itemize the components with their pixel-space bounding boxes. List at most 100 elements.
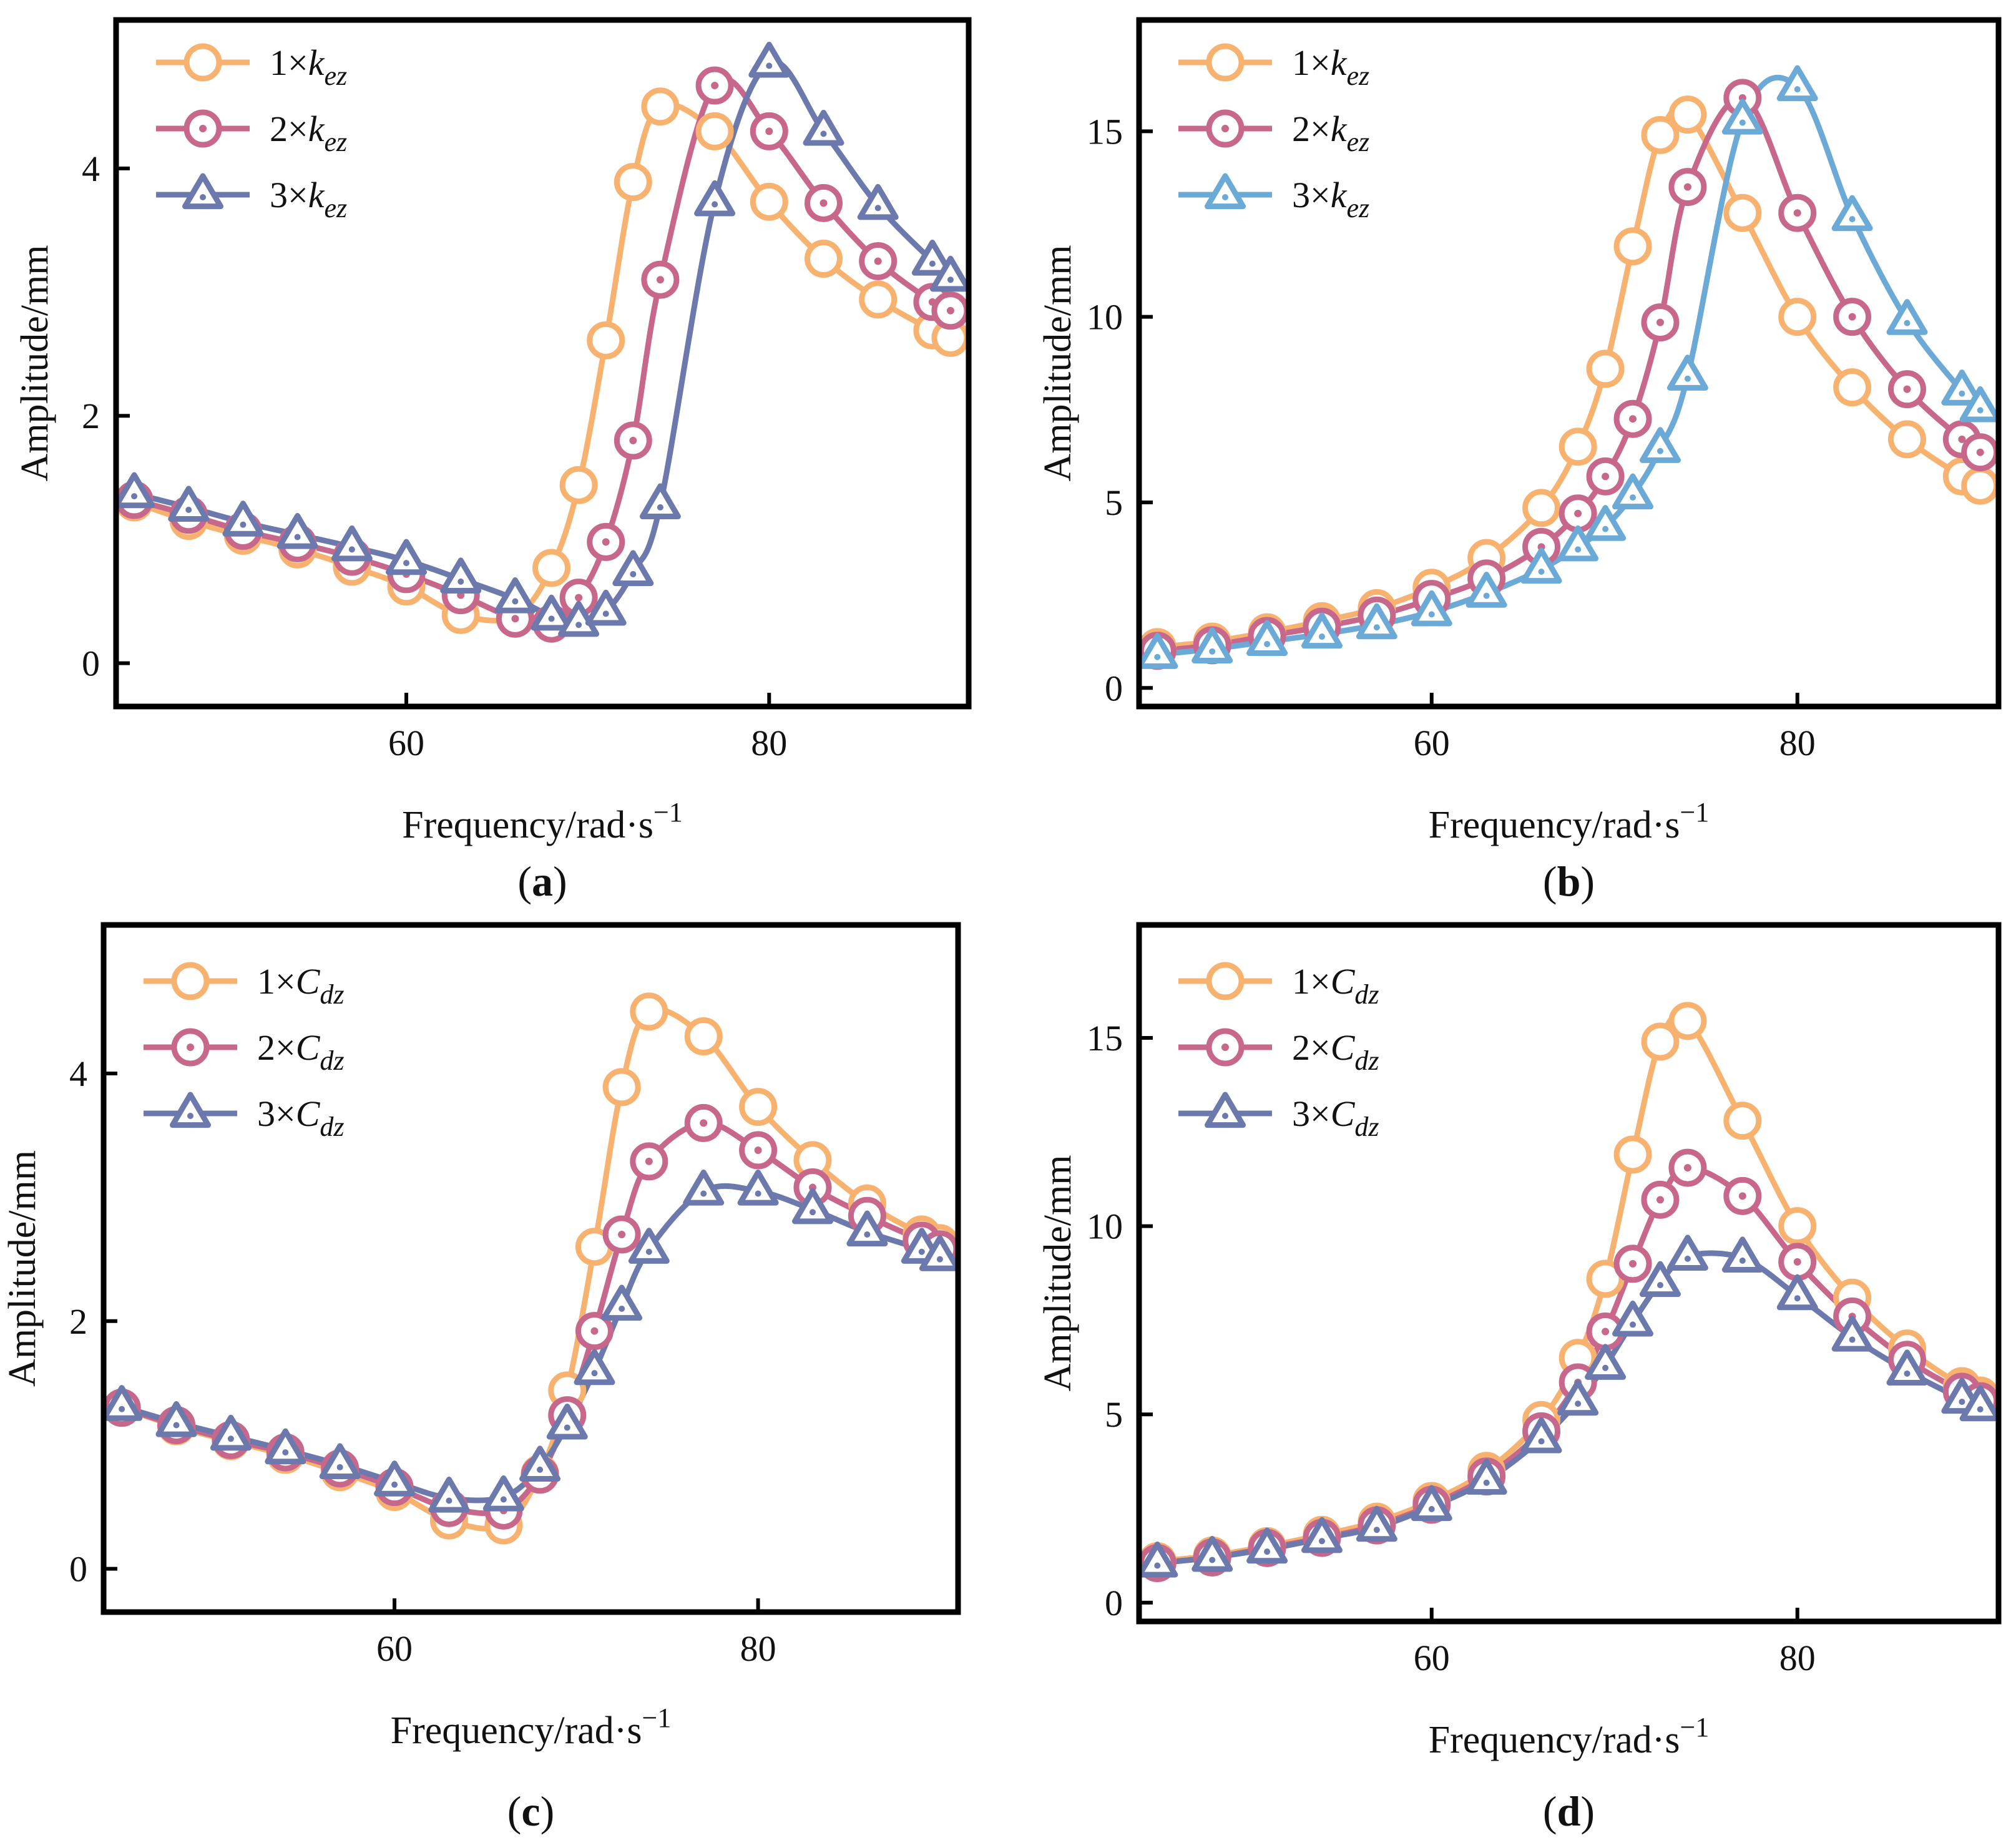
data-point: [1666, 1234, 1708, 1271]
data-point: [1831, 195, 1873, 232]
data-point-dot: [1209, 648, 1216, 655]
data-point-dot: [711, 82, 719, 90]
data-point: [1776, 65, 1818, 102]
data-point-dot: [766, 62, 773, 69]
chart-panel-d: 60 80 0 5 10 15 1×Cdz 2×Cdz 3×Cdz Amplitude/mm Fre…: [1037, 922, 2002, 1835]
data-point: [911, 239, 953, 276]
data-point: [319, 1443, 361, 1480]
data-point-dot: [918, 1248, 925, 1255]
panel-caption: (a): [517, 858, 567, 905]
data-point-dot: [1209, 1557, 1216, 1563]
data-point: [374, 1460, 416, 1497]
data-point-dot: [1574, 509, 1582, 517]
data-point: [614, 163, 652, 202]
chart-panel-b: 60 80 0 5 10 15 1×kez 2×kez 3×kez Amplitude/mm Fre…: [1037, 17, 2002, 905]
y-tick-label: 10: [1087, 1206, 1123, 1247]
data-point: [1959, 1385, 1999, 1422]
data-point: [1411, 1485, 1452, 1522]
x-axis-title: Frequency/rad·s−1: [402, 797, 683, 846]
data-point: [919, 1235, 958, 1271]
data-point-dot: [1849, 1336, 1856, 1343]
data-point-dot: [1630, 1321, 1637, 1328]
legend-marker-dot: [200, 194, 206, 200]
data-point-dot: [537, 1466, 544, 1473]
data-point-dot: [1575, 546, 1582, 553]
data-point-dot: [1154, 1562, 1161, 1569]
data-point-dot: [1656, 447, 1663, 454]
panel-caption: (c): [507, 1787, 555, 1835]
data-point-dot: [712, 201, 718, 208]
series-markers-2: [1139, 79, 1999, 670]
data-point-dot: [602, 610, 609, 617]
data-point-dot: [1538, 1438, 1545, 1445]
data-point: [737, 1170, 779, 1206]
data-point: [1585, 505, 1627, 541]
data-point-dot: [1849, 216, 1856, 223]
data-point-dot: [575, 622, 582, 628]
data-point-dot: [403, 560, 410, 567]
data-point: [694, 180, 736, 217]
data-point-dot: [765, 127, 773, 135]
data-point-dot: [1959, 390, 1965, 397]
legend-marker-dot: [1222, 194, 1228, 200]
data-point: [1886, 1349, 1928, 1386]
plot-frame: [1136, 17, 2002, 710]
data-point-dot: [1154, 653, 1161, 660]
plot-area: [1139, 65, 1999, 670]
plot-area: [1139, 1002, 1999, 1582]
y-axis-title: Amplitude/mm: [1037, 245, 1079, 482]
data-point-dot: [820, 199, 828, 207]
legend-label: 1×kez: [270, 42, 347, 91]
data-point-dot: [1903, 385, 1911, 393]
data-point-dot: [1602, 1327, 1610, 1336]
data-point-dot: [512, 598, 519, 605]
data-point-dot: [548, 615, 555, 622]
series-markers-1: [116, 87, 969, 635]
legend: 1×kez 2×kez 3×kez: [1178, 42, 1369, 223]
data-point-dot: [656, 276, 664, 284]
data-point: [1557, 1379, 1599, 1416]
data-point-dot: [1848, 313, 1856, 321]
data-point: [276, 513, 318, 549]
data-point-dot: [1683, 1164, 1691, 1172]
x-tick-label: 60: [1414, 1638, 1450, 1678]
data-point: [1888, 420, 1927, 459]
data-point: [1466, 572, 1507, 608]
legend-marker: [1205, 173, 1246, 210]
data-point: [1833, 368, 1872, 407]
data-point: [155, 1401, 197, 1437]
data-point: [612, 550, 654, 587]
data-point: [1886, 299, 1928, 335]
plot-frame: [1136, 922, 2002, 1625]
legend-label: 2×Cdz: [257, 1027, 345, 1076]
data-point: [1139, 633, 1178, 669]
data-point: [750, 182, 788, 221]
data-point-dot: [227, 1435, 234, 1442]
data-point: [1612, 1300, 1654, 1337]
data-point-dot: [173, 1422, 180, 1429]
data-point-dot: [1264, 640, 1271, 647]
data-point-dot: [1373, 1527, 1380, 1533]
legend: 1×kez 2×kez 3×kez: [156, 42, 347, 223]
data-point-dot: [282, 1449, 289, 1456]
data-point-dot: [1575, 1401, 1582, 1407]
data-point: [1191, 1535, 1233, 1572]
data-point-dot: [929, 260, 936, 267]
data-point: [585, 589, 627, 626]
data-point-dot: [1683, 183, 1691, 191]
data-point-dot: [864, 1231, 871, 1238]
data-point-dot: [754, 1146, 762, 1155]
data-point: [859, 280, 898, 319]
data-point: [1959, 386, 1999, 423]
data-point: [1520, 547, 1562, 584]
data-point-dot: [619, 1306, 625, 1313]
legend: 1×Cdz 2×Cdz 3×Cdz: [1178, 961, 1379, 1142]
data-point-dot: [348, 546, 355, 553]
data-point: [628, 1228, 670, 1264]
data-point-dot: [946, 306, 954, 315]
legend-marker-dot: [1222, 1113, 1228, 1119]
data-point: [846, 1210, 888, 1247]
data-point: [791, 1188, 833, 1225]
data-point-dot: [1684, 375, 1691, 382]
